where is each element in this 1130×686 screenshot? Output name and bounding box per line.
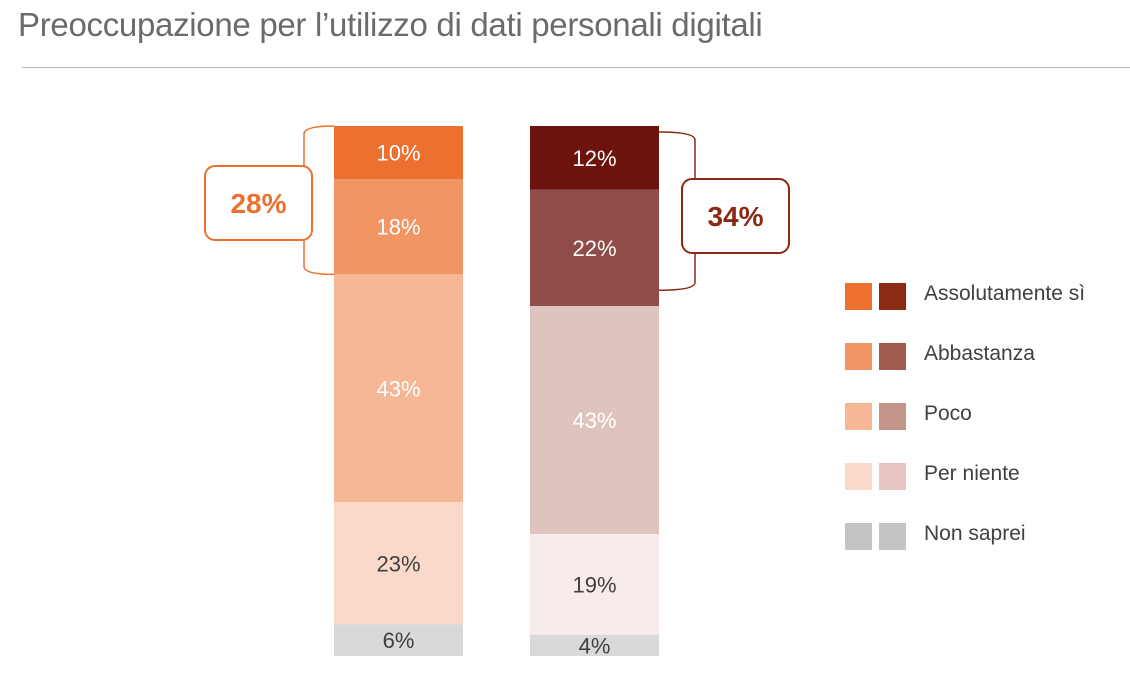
legend-swatch-bar1	[845, 403, 872, 430]
bar-segment	[530, 126, 659, 190]
legend-swatch-bar1	[845, 343, 872, 370]
legend-swatch-bar2	[879, 343, 906, 370]
data-label: 43%	[376, 376, 420, 401]
data-label: 22%	[572, 236, 616, 261]
legend-swatch-bar1	[845, 463, 872, 490]
legend-label: Non saprei	[924, 522, 1026, 545]
data-label: 6%	[383, 628, 415, 653]
legend-swatch-bar2	[879, 403, 906, 430]
data-label: 19%	[572, 572, 616, 597]
data-label: 12%	[572, 146, 616, 171]
chart-title: Preoccupazione per l’utilizzo di dati pe…	[18, 6, 763, 43]
data-label: 18%	[376, 215, 420, 240]
legend-swatch-bar2	[879, 463, 906, 490]
bracket-total-box	[204, 165, 313, 241]
bar-segment	[334, 502, 463, 625]
bar-segment	[334, 624, 463, 656]
bar-segment	[530, 634, 659, 656]
data-label: 23%	[376, 551, 420, 576]
legend-swatch-bar1	[845, 523, 872, 550]
legend-label: Assolutamente sì	[924, 282, 1086, 305]
legend-label: Abbastanza	[924, 342, 1035, 365]
bracket-total-label: 34%	[707, 201, 763, 232]
legend-label: Poco	[924, 402, 972, 425]
legend-swatch-bar1	[845, 283, 872, 310]
bracket-total-label: 28%	[230, 188, 286, 219]
data-label: 4%	[579, 633, 611, 658]
data-label: 10%	[376, 141, 420, 166]
bar-segment	[334, 126, 463, 179]
bar-segment	[530, 534, 659, 635]
bar-segment	[334, 274, 463, 503]
legend-label: Per niente	[924, 462, 1020, 485]
legend-swatch-bar2	[879, 283, 906, 310]
bar-segment	[334, 179, 463, 275]
legend-swatch-bar2	[879, 523, 906, 550]
bar-segment	[530, 189, 659, 307]
bracket-total-box	[681, 178, 790, 254]
bar-segment	[530, 306, 659, 535]
data-label: 43%	[572, 408, 616, 433]
title-divider	[22, 67, 1130, 68]
